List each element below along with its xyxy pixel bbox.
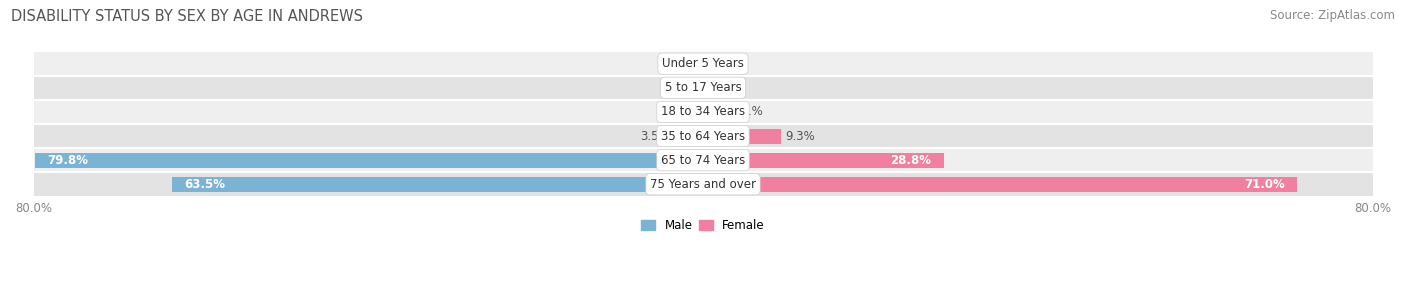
Bar (703, 177, 1298, 192)
Text: 75 Years and over: 75 Years and over (650, 178, 756, 191)
Bar (703, 129, 780, 144)
Text: 35 to 64 Years: 35 to 64 Years (661, 130, 745, 142)
Text: 65 to 74 Years: 65 to 74 Years (661, 154, 745, 167)
Text: 28.8%: 28.8% (890, 154, 931, 167)
Bar (34, 52, 1372, 76)
Text: Source: ZipAtlas.com: Source: ZipAtlas.com (1270, 9, 1395, 22)
Text: 0.0%: 0.0% (661, 81, 690, 94)
Bar (673, 129, 703, 144)
Text: 0.0%: 0.0% (661, 106, 690, 118)
Bar (34, 124, 1372, 148)
Bar (34, 148, 1372, 172)
Text: 0.0%: 0.0% (716, 57, 745, 70)
Text: Under 5 Years: Under 5 Years (662, 57, 744, 70)
Text: 0.0%: 0.0% (661, 57, 690, 70)
Text: 0.0%: 0.0% (716, 81, 745, 94)
Legend: Male, Female: Male, Female (637, 214, 769, 237)
Text: 71.0%: 71.0% (1244, 178, 1285, 191)
Text: 63.5%: 63.5% (184, 178, 225, 191)
Bar (34, 100, 1372, 124)
Text: DISABILITY STATUS BY SEX BY AGE IN ANDREWS: DISABILITY STATUS BY SEX BY AGE IN ANDRE… (11, 9, 363, 24)
Bar (172, 177, 703, 192)
Bar (34, 172, 1372, 196)
Bar (703, 153, 943, 168)
Text: 79.8%: 79.8% (48, 154, 89, 167)
Text: 5 to 17 Years: 5 to 17 Years (665, 81, 741, 94)
Bar (35, 153, 703, 168)
Text: 3.5%: 3.5% (640, 130, 669, 142)
Text: 18 to 34 Years: 18 to 34 Years (661, 106, 745, 118)
Text: 3.1%: 3.1% (733, 106, 763, 118)
Text: 9.3%: 9.3% (785, 130, 814, 142)
Bar (703, 104, 728, 119)
Bar (34, 76, 1372, 100)
